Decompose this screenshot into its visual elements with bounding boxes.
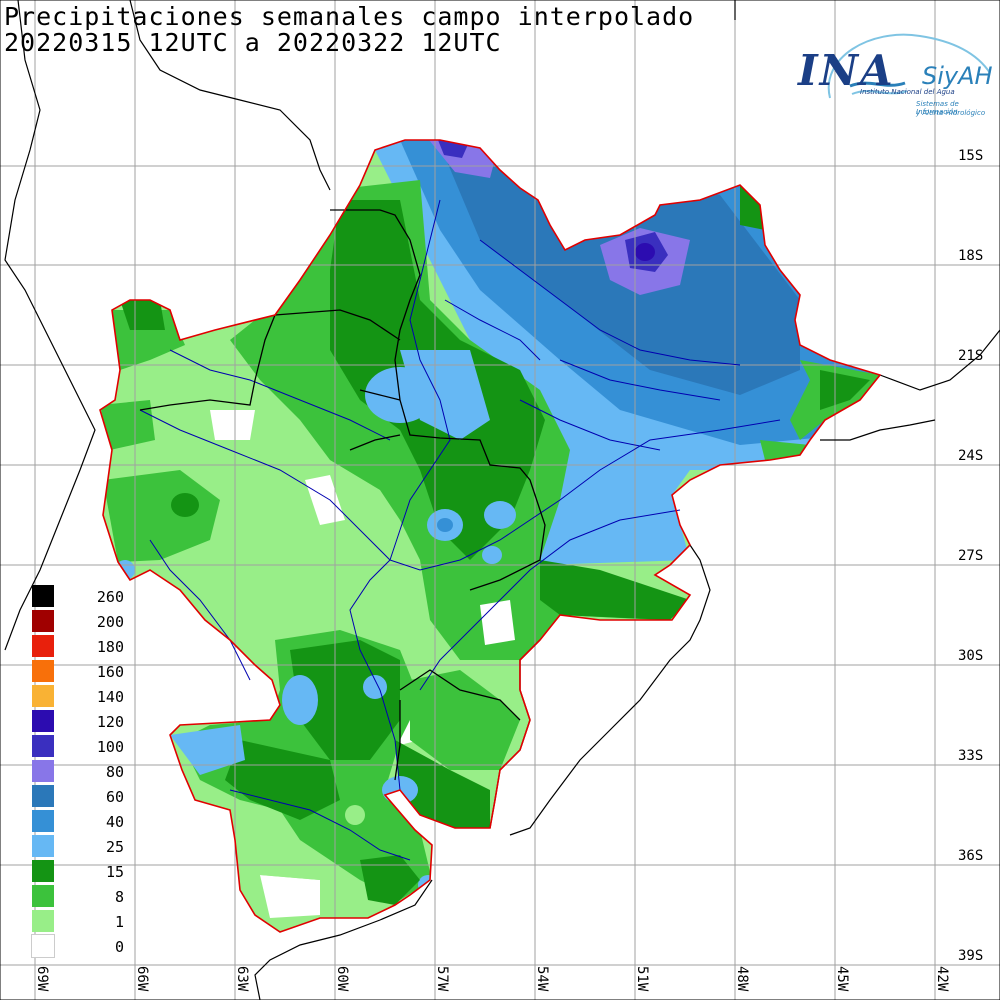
lon-label-42w: 42W xyxy=(934,966,950,992)
legend-label: 120 xyxy=(96,713,124,731)
logo-subtitle-2: y Alerta Hidrológico xyxy=(916,109,986,117)
lat-label-39s: 39S xyxy=(958,948,984,964)
legend-label: 80 xyxy=(105,763,124,781)
logo-swoosh-icon xyxy=(827,33,991,99)
legend-swatch xyxy=(32,785,54,807)
legend-swatch xyxy=(31,934,55,958)
legend-swatch xyxy=(32,760,54,782)
legend-label: 140 xyxy=(96,688,124,706)
logo-siyah-text: SiyAH xyxy=(922,62,993,90)
lat-label-15s: 15S xyxy=(958,148,984,164)
legend-swatch xyxy=(32,610,54,632)
legend-swatch xyxy=(32,860,54,882)
logo-institute-text: Instituto Nacional del Agua xyxy=(860,88,955,96)
legend-label: 60 xyxy=(105,788,124,806)
map-date-range: 20220315 12UTC a 20220322 12UTC xyxy=(4,28,502,57)
lon-label-45w: 45W xyxy=(834,966,850,992)
legend-swatch xyxy=(32,710,54,732)
legend-label: 0 xyxy=(114,938,124,956)
lat-label-36s: 36S xyxy=(958,848,984,864)
legend-label: 160 xyxy=(96,663,124,681)
legend-label: 8 xyxy=(114,888,124,906)
lon-label-63w: 63W xyxy=(234,966,250,992)
legend-label: 100 xyxy=(96,738,124,756)
ina-siyah-logo: INA SiyAH Instituto Nacional del Agua Si… xyxy=(790,28,1000,138)
legend-swatch xyxy=(32,635,54,657)
lat-label-27s: 27S xyxy=(958,548,984,564)
legend-swatch xyxy=(32,660,54,682)
legend-swatch xyxy=(32,835,54,857)
lon-label-54w: 54W xyxy=(534,966,550,992)
logo-ina-text: INA xyxy=(798,46,895,95)
lon-label-57w: 57W xyxy=(434,966,450,992)
legend-label: 260 xyxy=(96,588,124,606)
legend-swatch xyxy=(32,685,54,707)
legend-label: 200 xyxy=(96,613,124,631)
legend-swatch xyxy=(32,810,54,832)
legend-label: 15 xyxy=(105,863,124,881)
lon-label-51w: 51W xyxy=(634,966,650,992)
legend-label: 180 xyxy=(96,638,124,656)
map-title: Precipitaciones semanales campo interpol… xyxy=(4,2,695,31)
lon-label-69w: 69W xyxy=(34,966,50,992)
legend-label: 1 xyxy=(114,913,124,931)
legend-swatch xyxy=(32,910,54,932)
coastline xyxy=(4,0,1000,1000)
lat-label-18s: 18S xyxy=(958,248,984,264)
lon-label-66w: 66W xyxy=(134,966,150,992)
lat-label-30s: 30S xyxy=(958,648,984,664)
legend-swatch xyxy=(32,885,54,907)
rivers xyxy=(139,199,781,861)
lat-label-33s: 33S xyxy=(958,748,984,764)
lat-label-24s: 24S xyxy=(958,448,984,464)
legend-swatch xyxy=(32,585,54,607)
lon-label-60w: 60W xyxy=(334,966,350,992)
legend-label: 25 xyxy=(105,838,124,856)
legend-label: 40 xyxy=(105,813,124,831)
lat-label-21s: 21S xyxy=(958,348,984,364)
logo-subtitle-1: Sistemas de Información xyxy=(916,100,959,116)
lon-label-48w: 48W xyxy=(734,966,750,992)
basin-outline xyxy=(99,139,882,933)
legend-swatch xyxy=(32,735,54,757)
